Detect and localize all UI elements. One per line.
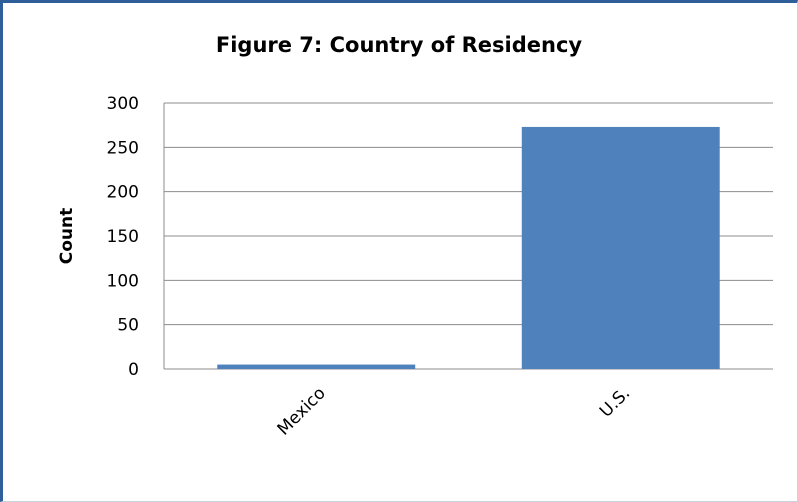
- y-tick-label: 100: [107, 271, 139, 291]
- x-tick-label: U.S.: [596, 383, 634, 421]
- x-tick-labels: Mexico U.S.: [274, 383, 635, 439]
- y-tick-label: 150: [107, 227, 139, 247]
- bars: [217, 126, 720, 369]
- y-tick-label: 50: [117, 316, 139, 336]
- y-axis-label: Count: [57, 208, 77, 265]
- chart-title: Figure 7: Country of Residency: [215, 33, 583, 57]
- y-tick-label: 0: [128, 360, 139, 380]
- bar-u-s: [521, 126, 720, 369]
- x-tick-label: Mexico: [274, 383, 330, 439]
- y-tick-label: 200: [107, 183, 139, 203]
- bar-mexico: [217, 364, 416, 369]
- y-tick-labels: 0 50 100 150 200 250 300: [107, 94, 139, 380]
- y-tick-label: 250: [107, 138, 139, 158]
- y-tick-label: 300: [107, 94, 139, 114]
